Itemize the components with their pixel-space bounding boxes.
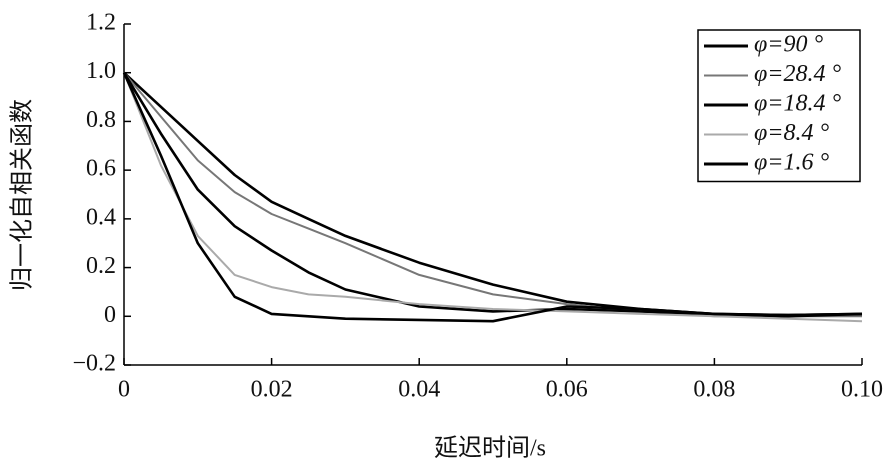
y-tick-label: 0: [104, 302, 116, 328]
legend-label: φ=18.4 °: [754, 91, 841, 117]
series-line: [123, 72, 863, 323]
legend-label: φ=8.4 °: [754, 120, 829, 146]
y-tick-label: 0.8: [86, 107, 116, 133]
x-tick-label: 0: [118, 377, 130, 403]
legend-label: φ=28.4 °: [754, 61, 841, 87]
y-tick-label: 0.6: [86, 156, 116, 182]
x-tick-label: 0.04: [398, 377, 440, 403]
series-line: [122, 72, 863, 323]
x-tick-label: 0.02: [251, 377, 293, 403]
x-tick-label: 0.06: [546, 377, 588, 403]
y-tick-label: −0.2: [72, 351, 116, 377]
y-tick-label: 0.4: [86, 204, 116, 230]
legend-label: φ=90 °: [754, 32, 823, 58]
x-axis-label: 延迟时间/s: [434, 435, 546, 462]
y-axis-label: 归一化自相关函数: [9, 99, 36, 291]
x-tick-label: 0.08: [693, 377, 735, 403]
y-tick-label: 0.2: [86, 253, 116, 279]
y-tick-label: 1.2: [86, 10, 116, 36]
y-tick-label: 1.0: [86, 58, 116, 84]
x-tick-label: 0.10: [841, 377, 883, 403]
legend-label: φ=1.6 °: [754, 150, 829, 176]
